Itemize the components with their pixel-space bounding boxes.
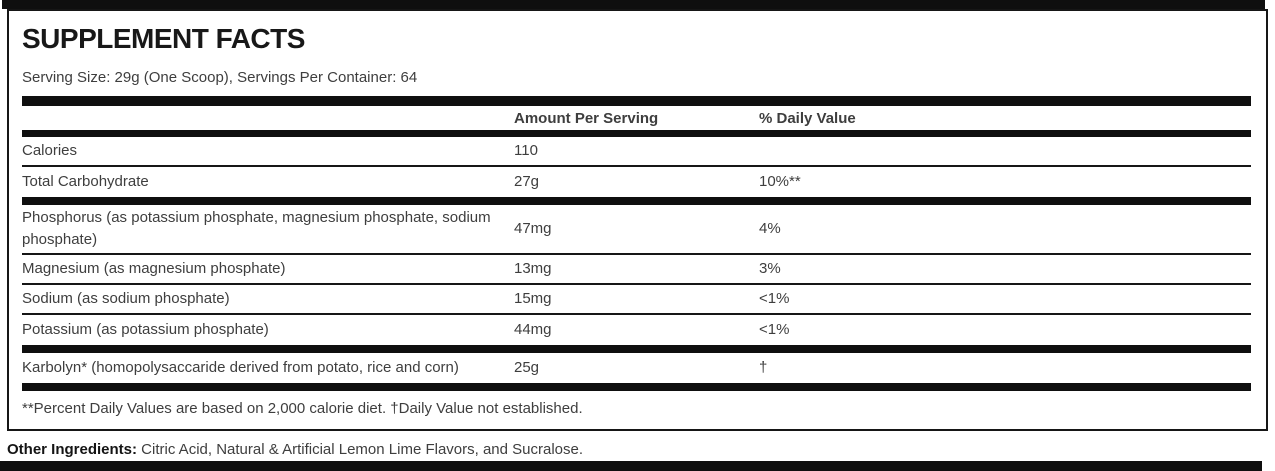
daily-value: <1% — [759, 290, 790, 307]
daily-value: 4% — [759, 220, 781, 237]
other-ingredients-text: Citric Acid, Natural & Artificial Lemon … — [137, 441, 584, 458]
daily-value: 10%** — [759, 173, 801, 190]
column-header-daily-value: % Daily Value — [759, 109, 856, 127]
nutrient-name: Magnesium (as magnesium phosphate) — [22, 260, 286, 277]
nutrient-name: Total Carbohydrate — [22, 173, 149, 190]
section-divider-bar — [22, 197, 1251, 205]
bottom-divider-bar — [0, 461, 1262, 471]
table-row: Calories 110 — [22, 137, 1251, 167]
daily-value: † — [759, 359, 768, 376]
table-row: Total Carbohydrate 27g 10%** — [22, 167, 1251, 197]
nutrient-name: Phosphorus (as potassium phosphate, magn… — [22, 209, 491, 248]
other-ingredients-label: Other Ingredients: — [7, 441, 138, 458]
amount-value: 47mg — [514, 220, 552, 237]
table-header-row: Amount Per Serving % Daily Value — [22, 106, 1251, 130]
serving-size-text: Serving Size: 29g (One Scoop), Servings … — [22, 69, 418, 86]
amount-value: 15mg — [514, 290, 552, 307]
section-divider-bar — [22, 345, 1251, 353]
amount-value: 25g — [514, 359, 540, 376]
amount-value: 110 — [514, 142, 538, 159]
section-divider-bar — [22, 383, 1251, 391]
column-header-amount: Amount Per Serving — [514, 109, 659, 127]
amount-value: 44mg — [514, 321, 552, 338]
footnote-text: **Percent Daily Values are based on 2,00… — [22, 400, 583, 417]
table-row: Karbolyn* (homopolysaccaride derived fro… — [22, 353, 1251, 383]
table-row: Magnesium (as magnesium phosphate) 13mg … — [22, 255, 1251, 285]
daily-value: 3% — [759, 260, 781, 277]
nutrient-name: Calories — [22, 142, 78, 159]
nutrient-name: Potassium (as potassium phosphate) — [22, 321, 269, 338]
other-ingredients-line: Other Ingredients: Citric Acid, Natural … — [7, 441, 583, 459]
table-row: Phosphorus (as potassium phosphate, magn… — [22, 205, 1251, 255]
daily-value: <1% — [759, 321, 790, 338]
nutrient-name: Karbolyn* (homopolysaccaride derived fro… — [22, 359, 459, 376]
nutrient-table: Calories 110 Total Carbohydrate 27g 10%*… — [22, 137, 1251, 391]
amount-value: 27g — [514, 173, 540, 190]
supplement-facts-panel: SUPPLEMENT FACTS Serving Size: 29g (One … — [7, 9, 1268, 431]
amount-value: 13mg — [514, 260, 552, 277]
table-row: Sodium (as sodium phosphate) 15mg <1% — [22, 285, 1251, 315]
section-divider-bar — [22, 96, 1251, 106]
nutrient-name: Sodium (as sodium phosphate) — [22, 290, 230, 307]
table-row: Potassium (as potassium phosphate) 44mg … — [22, 315, 1251, 345]
page-title: SUPPLEMENT FACTS — [22, 23, 305, 54]
top-divider-bar — [2, 0, 1265, 9]
section-divider-bar — [22, 130, 1251, 137]
